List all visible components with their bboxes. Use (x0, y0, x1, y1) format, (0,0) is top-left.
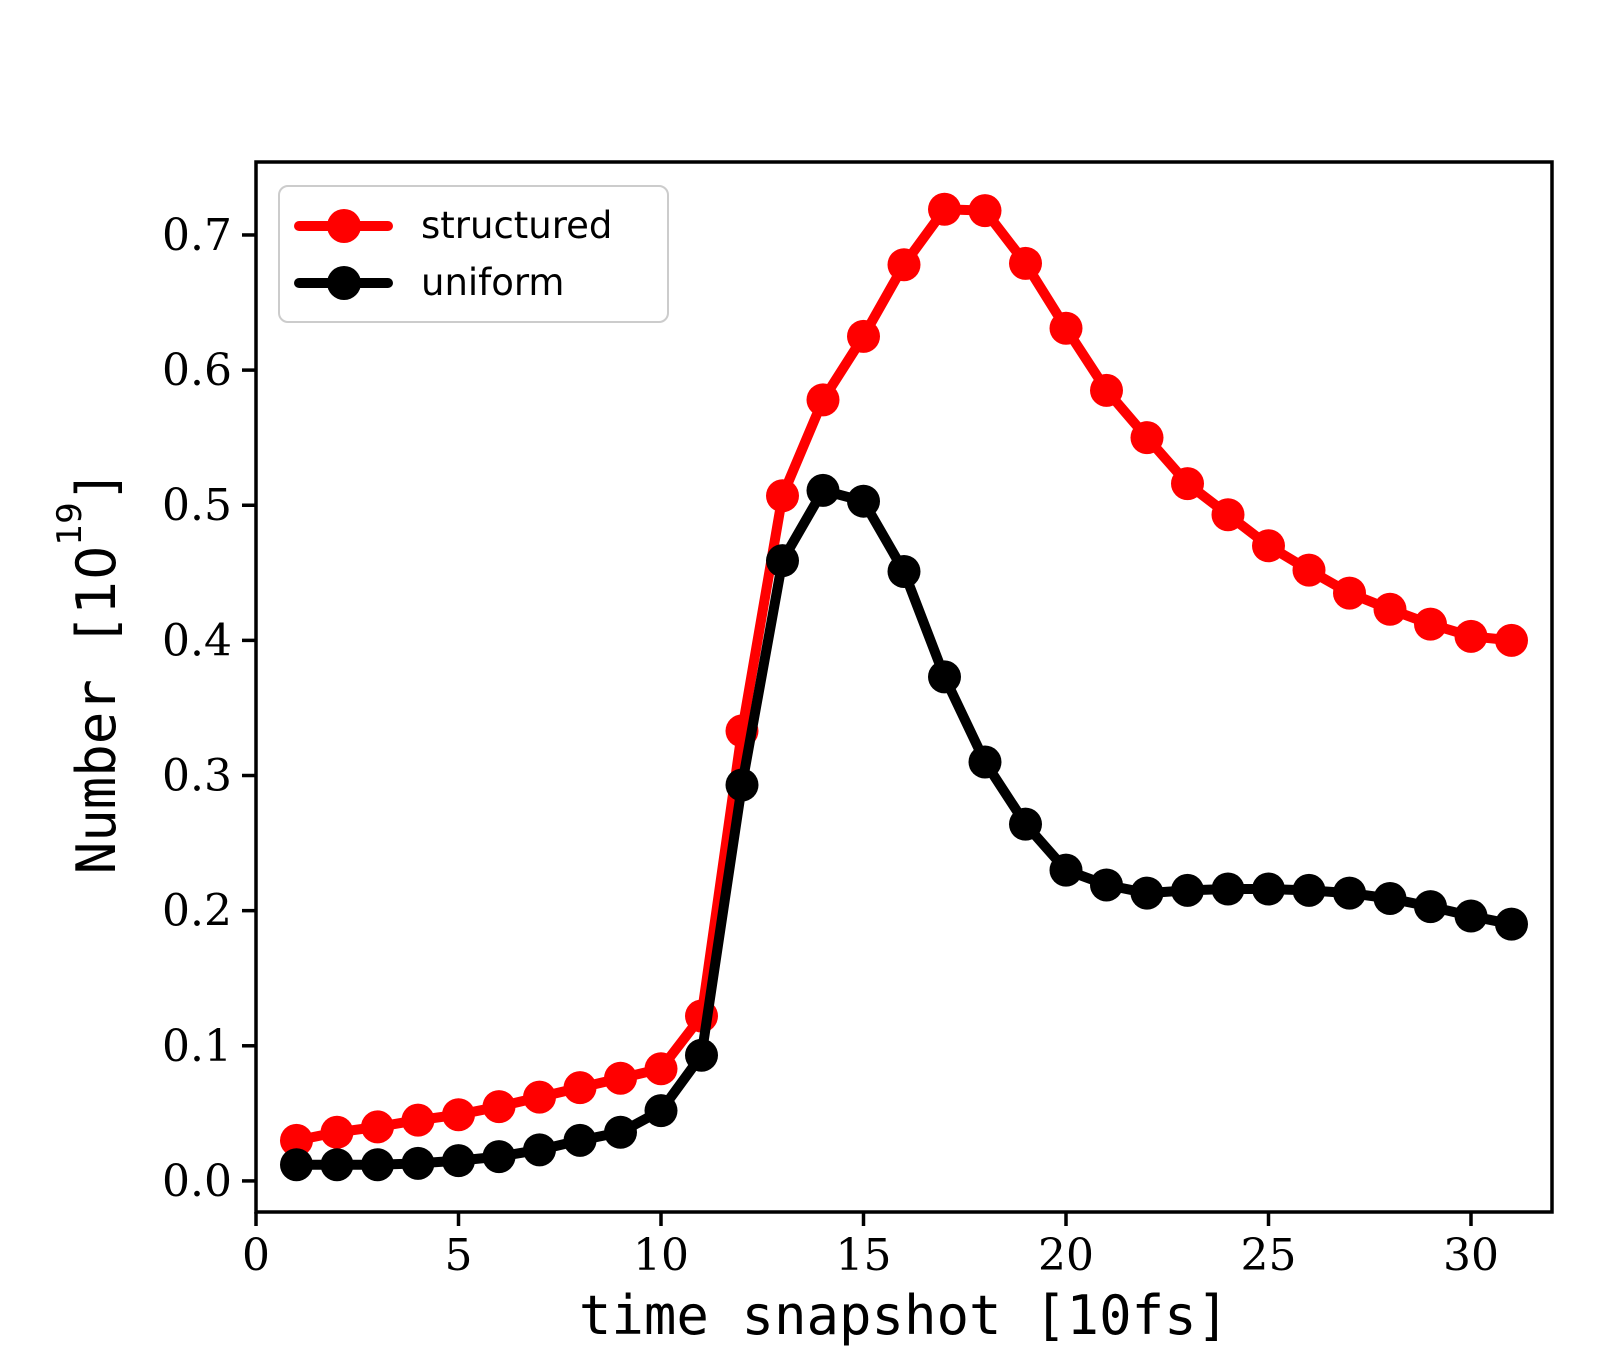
data-point-uniform (361, 1148, 394, 1182)
y-tick-label: 0.1 (162, 1021, 232, 1072)
data-point-uniform (482, 1140, 516, 1174)
data-point-structured (320, 1115, 354, 1149)
y-axis-label-prefix: Number [ (65, 614, 128, 875)
data-point-structured (1333, 576, 1366, 610)
data-point-structured (644, 1052, 678, 1086)
data-point-uniform (644, 1094, 678, 1128)
y-tick-label: 0.2 (162, 886, 232, 937)
x-tick-label: 20 (1038, 1230, 1094, 1281)
x-tick-label: 0 (242, 1230, 270, 1281)
y-tick-label: 0.0 (162, 1156, 232, 1207)
data-point-structured (1009, 246, 1042, 280)
data-point-uniform (968, 745, 1002, 779)
data-point-uniform (1090, 868, 1123, 902)
data-point-structured (928, 192, 961, 226)
data-point-structured (1211, 498, 1245, 532)
data-point-structured (847, 319, 880, 353)
data-point-uniform (1049, 853, 1083, 887)
legend-item-uniform: uniform (294, 264, 667, 301)
data-point-uniform (847, 484, 880, 518)
data-point-uniform (320, 1148, 354, 1182)
data-point-structured (1495, 623, 1528, 657)
data-point-structured (968, 194, 1002, 228)
legend-swatch-uniform (294, 265, 393, 300)
y-tick-label: 0.3 (162, 751, 232, 802)
x-tick-label: 10 (633, 1230, 689, 1281)
legend-swatch-structured (294, 208, 393, 243)
data-point-uniform (1373, 881, 1407, 915)
data-point-structured (1252, 529, 1285, 563)
data-point-structured (1130, 421, 1164, 455)
series-line-uniform (291, 485, 1517, 1170)
data-point-uniform (685, 1038, 718, 1072)
data-point-structured (1414, 607, 1447, 641)
data-point-uniform (1252, 872, 1285, 906)
y-axis-label: Number [1019] (50, 470, 128, 875)
data-point-structured (280, 1123, 313, 1157)
data-point-uniform (604, 1115, 637, 1149)
data-point-uniform (563, 1123, 597, 1157)
data-point-structured (604, 1061, 637, 1095)
data-point-uniform (1211, 872, 1245, 906)
data-point-uniform (766, 544, 799, 578)
data-point-structured (482, 1090, 516, 1124)
data-point-structured (887, 248, 921, 282)
data-point-structured (1090, 373, 1123, 407)
legend-label-uniform: uniform (421, 261, 565, 304)
data-point-uniform (928, 660, 961, 694)
data-point-uniform (887, 554, 921, 588)
data-point-structured (442, 1098, 475, 1132)
data-point-structured (1171, 467, 1204, 501)
data-point-structured (563, 1071, 597, 1105)
data-point-uniform (401, 1146, 435, 1180)
legend: structured uniform (278, 185, 669, 323)
y-axis-label-exponent: 19 (49, 502, 90, 546)
x-tick-label: 5 (445, 1230, 473, 1281)
data-point-structured (401, 1103, 435, 1137)
data-point-uniform (806, 473, 840, 507)
data-point-structured (766, 479, 799, 513)
y-axis-label-base: 10 (65, 545, 128, 615)
data-point-structured (1049, 311, 1083, 345)
x-axis-label: time snapshot [10fs] (578, 1284, 1230, 1347)
data-point-structured (806, 383, 840, 417)
x-tick-label: 15 (836, 1230, 892, 1281)
data-point-structured (1373, 592, 1407, 626)
legend-label-structured: structured (421, 204, 613, 247)
x-tick-label: 25 (1241, 1230, 1297, 1281)
data-point-uniform (1171, 873, 1204, 907)
data-point-uniform (1454, 899, 1488, 933)
data-point-uniform (725, 768, 759, 802)
data-point-uniform (1495, 907, 1528, 941)
data-point-uniform (1009, 807, 1042, 841)
data-point-structured (1292, 553, 1326, 587)
y-tick-label: 0.4 (162, 615, 232, 666)
data-point-structured (361, 1110, 394, 1144)
data-point-structured (1454, 619, 1488, 653)
data-point-uniform (280, 1148, 313, 1182)
y-axis-label-suffix: ] (65, 469, 128, 503)
data-point-uniform (1292, 873, 1326, 907)
data-point-structured (523, 1080, 556, 1114)
y-tick-label: 0.7 (162, 210, 232, 261)
data-point-uniform (1414, 890, 1447, 924)
data-point-uniform (1130, 876, 1164, 910)
plot-border (254, 160, 1554, 1214)
y-tick-label: 0.6 (162, 345, 232, 396)
legend-marker-sample-structured (327, 208, 361, 243)
y-tick-label: 0.5 (162, 480, 232, 531)
x-tick-label: 30 (1443, 1230, 1499, 1281)
data-point-uniform (1333, 876, 1366, 910)
series-line-structured (291, 204, 1517, 1146)
data-point-uniform (442, 1144, 475, 1178)
legend-marker-sample-uniform (327, 265, 361, 300)
data-point-uniform (523, 1133, 556, 1167)
legend-item-structured: structured (294, 207, 667, 244)
